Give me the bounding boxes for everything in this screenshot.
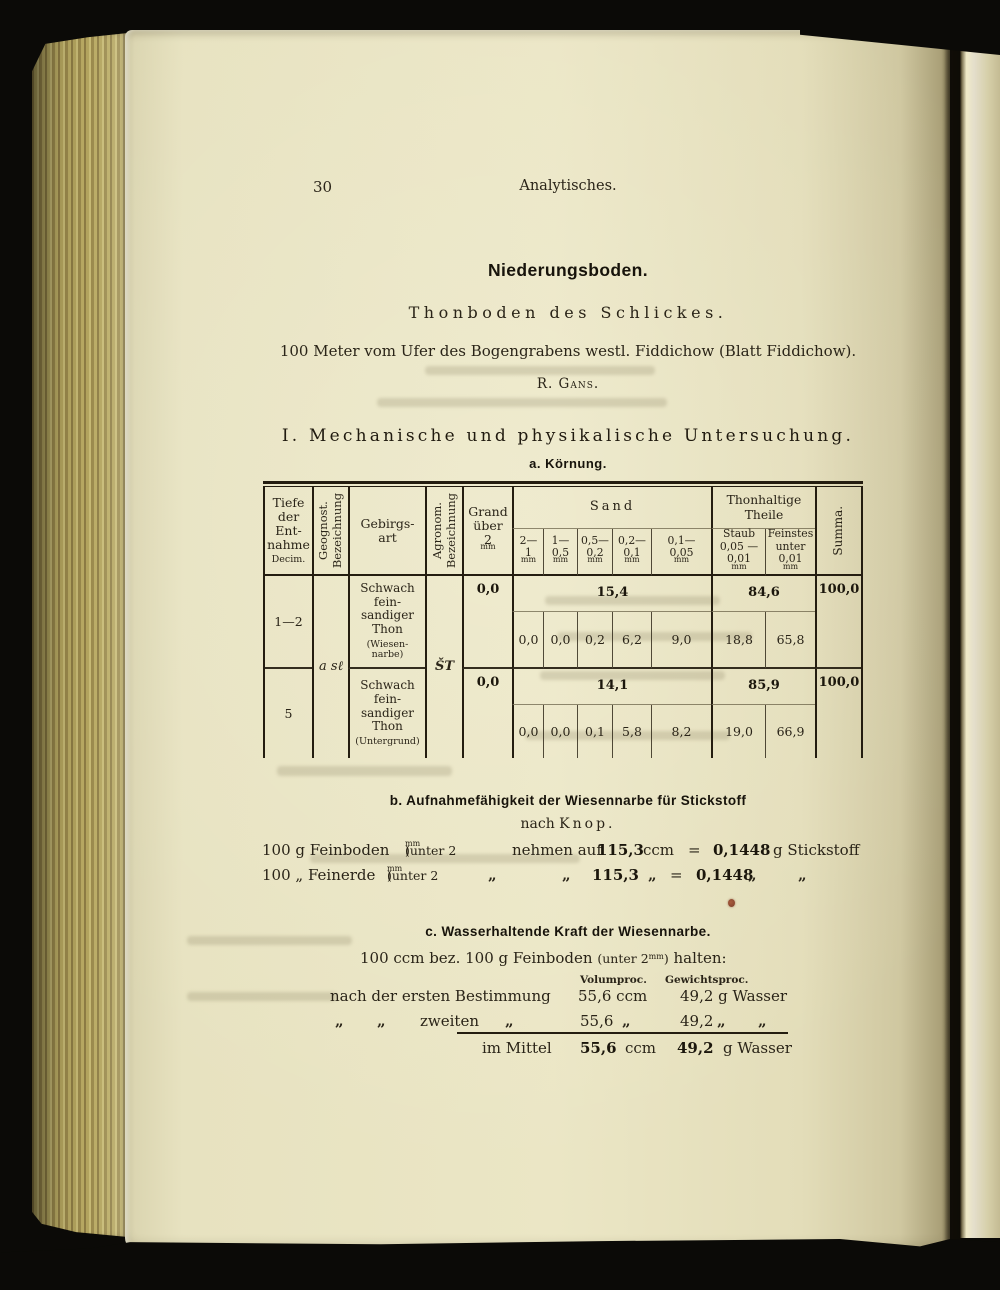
cell-gebirgsart-row2: Schwach fein- sandiger Thon (Untergrund)	[348, 669, 425, 758]
author-line: R. Gans.	[536, 376, 600, 392]
bleed-smudge	[525, 731, 730, 740]
water-row-mittel: im Mittel 55,6 ccm 49,2 g Wasser	[482, 1039, 792, 1057]
bleed-smudge	[557, 632, 752, 641]
table-top-rule	[263, 481, 863, 484]
bleed-smudge	[277, 766, 452, 776]
cell-feinstes-row1: 65,8	[765, 612, 815, 669]
location-line: 100 Meter vom Ufer des Bogengrabens west…	[279, 342, 857, 360]
col-header-staub: Staub 0,05 —0,01 mm	[711, 527, 765, 576]
col-header-gewichtsproc: Gewichtsproc.	[665, 974, 749, 986]
knop-line: nach Knop.	[520, 816, 616, 832]
bottom-shadow	[0, 1239, 1000, 1290]
page-number: 30	[313, 178, 333, 196]
cell-sand1-row1: 0,0	[512, 612, 543, 669]
subsection-a-heading: a. Körnung.	[529, 456, 607, 471]
col-header-grand: Grand über 2 mm	[462, 487, 512, 576]
col-header-summa: Summa.	[815, 487, 861, 576]
col-header-sand-1-05: 1— 0,5 mm	[543, 529, 577, 576]
cell-grand-row2: 0,0	[462, 669, 512, 758]
bleed-smudge	[425, 366, 655, 375]
cell-tiefe-row1: 1—2	[265, 576, 312, 669]
cell-sand5-row1: 9,0	[651, 612, 711, 669]
section-c-heading: c. Wasserhaltende Kraft der Wiesennarbe.	[425, 924, 711, 939]
cell-geognost-symbol: a sℓ	[312, 576, 348, 758]
cell-sand-total-row1: 15,4	[512, 576, 711, 612]
col-header-sand-02-01: 0,2— 0,1 mm	[612, 529, 651, 576]
cell-tiefe-row2: 5	[284, 705, 293, 721]
col-header-tiefe: Tiefe der Ent- nahme Decim.	[265, 487, 312, 576]
water-row-2: „ „ zweiten „ 55,6 „ 49,2 „ „	[335, 1012, 767, 1030]
cell-agronom-symbol: ŠT	[425, 576, 462, 758]
section-b-heading: b. Aufnahmefähigkeit der Wiesennarbe für…	[389, 793, 747, 808]
cell-sand2-row1: 0,0	[543, 612, 577, 669]
book-page: 30 Analytisches. Niederungsboden. Thonbo…	[125, 30, 950, 1250]
bleed-smudge	[377, 398, 667, 407]
cell-sand2-row2: 0,0	[543, 705, 577, 758]
cell-staub-row2: 19,0	[711, 705, 765, 758]
cell-gebirgsart-row1: Schwach fein- sandiger Thon (Wiesen- narb…	[348, 576, 425, 669]
cell-sand3-row2: 0,1	[577, 705, 612, 758]
col-header-volumproc: Volumproc.	[580, 974, 647, 986]
cell-thon-total-row2: 85,9	[711, 669, 815, 705]
group-header-sand: Sand	[512, 487, 711, 529]
nitrogen-line-1: 100 g Feinboden (unter 2 mm) nehmen auf 1…	[262, 839, 860, 859]
cell-thon-total-row1: 84,6	[711, 576, 815, 612]
book-gutter-shadow	[944, 30, 961, 1242]
cell-grand-row1: 0,0	[462, 576, 512, 669]
mittel-rule	[457, 1032, 788, 1034]
col-header-sand-2-1: 2— 1 mm	[512, 529, 543, 576]
col-header-gebirgsart: Gebirgs- art	[348, 487, 425, 576]
page-edges-stack	[32, 33, 128, 1237]
facing-page-edge	[960, 44, 1000, 1238]
page-subtitle: Thonboden des Schlickes.	[408, 303, 728, 322]
section-1-heading: I. Mechanische und physikalische Untersu…	[281, 426, 855, 446]
bleed-smudge	[545, 596, 720, 605]
water-row-1: nach der ersten Bestimmung 55,6 ccm 49,2…	[330, 987, 788, 1005]
nitrogen-line-2: 100 „ Feinerde (unter 2 mm) „ „ 115,3 „ =…	[262, 864, 807, 884]
col-header-sand-05-02: 0,5— 0,2 mm	[577, 529, 612, 576]
water-intro-line: 100 ccm bez. 100 g Feinboden (unter 2mm)…	[360, 949, 727, 967]
cell-staub-row1: 18,8	[711, 612, 765, 669]
bleed-smudge	[540, 671, 725, 680]
cell-sand1-row2: 0,0	[512, 705, 543, 758]
ink-spot	[728, 899, 735, 907]
col-header-geognost: Geognost. Bezeichnung	[312, 487, 348, 576]
col-header-agronom: Agronom. Bezeichnung	[425, 487, 462, 576]
cell-feinstes-row2: 66,9	[765, 705, 815, 758]
cell-sand4-row1: 6,2	[612, 612, 651, 669]
cell-summa-row2: 100,0	[815, 669, 861, 758]
bleed-smudge	[187, 936, 352, 945]
grain-size-table: Tiefe der Ent- nahme Decim. Geognost. Be…	[263, 481, 863, 758]
col-header-feinstes: Feinstes unter 0,01 mm	[765, 527, 815, 576]
group-header-thonhaltige: Thonhaltige Theile	[711, 487, 815, 529]
col-header-sand-01-005: 0,1— 0,05 mm	[651, 529, 711, 576]
cell-sand-total-row2: 14,1	[512, 669, 711, 705]
bleed-smudge	[310, 854, 580, 863]
table-top-rule-thin	[263, 486, 863, 487]
cell-sand3-row1: 0,2	[577, 612, 612, 669]
cell-sand4-row2: 5,8	[612, 705, 651, 758]
cell-summa-row1: 100,0	[815, 576, 861, 669]
bleed-smudge	[187, 992, 337, 1001]
table-grid: Tiefe der Ent- nahme Decim. Geognost. Be…	[263, 487, 863, 758]
page-title: Niederungsboden.	[487, 260, 649, 280]
cell-sand5-row2: 8,2	[651, 705, 711, 758]
running-header: Analytisches.	[519, 178, 617, 194]
